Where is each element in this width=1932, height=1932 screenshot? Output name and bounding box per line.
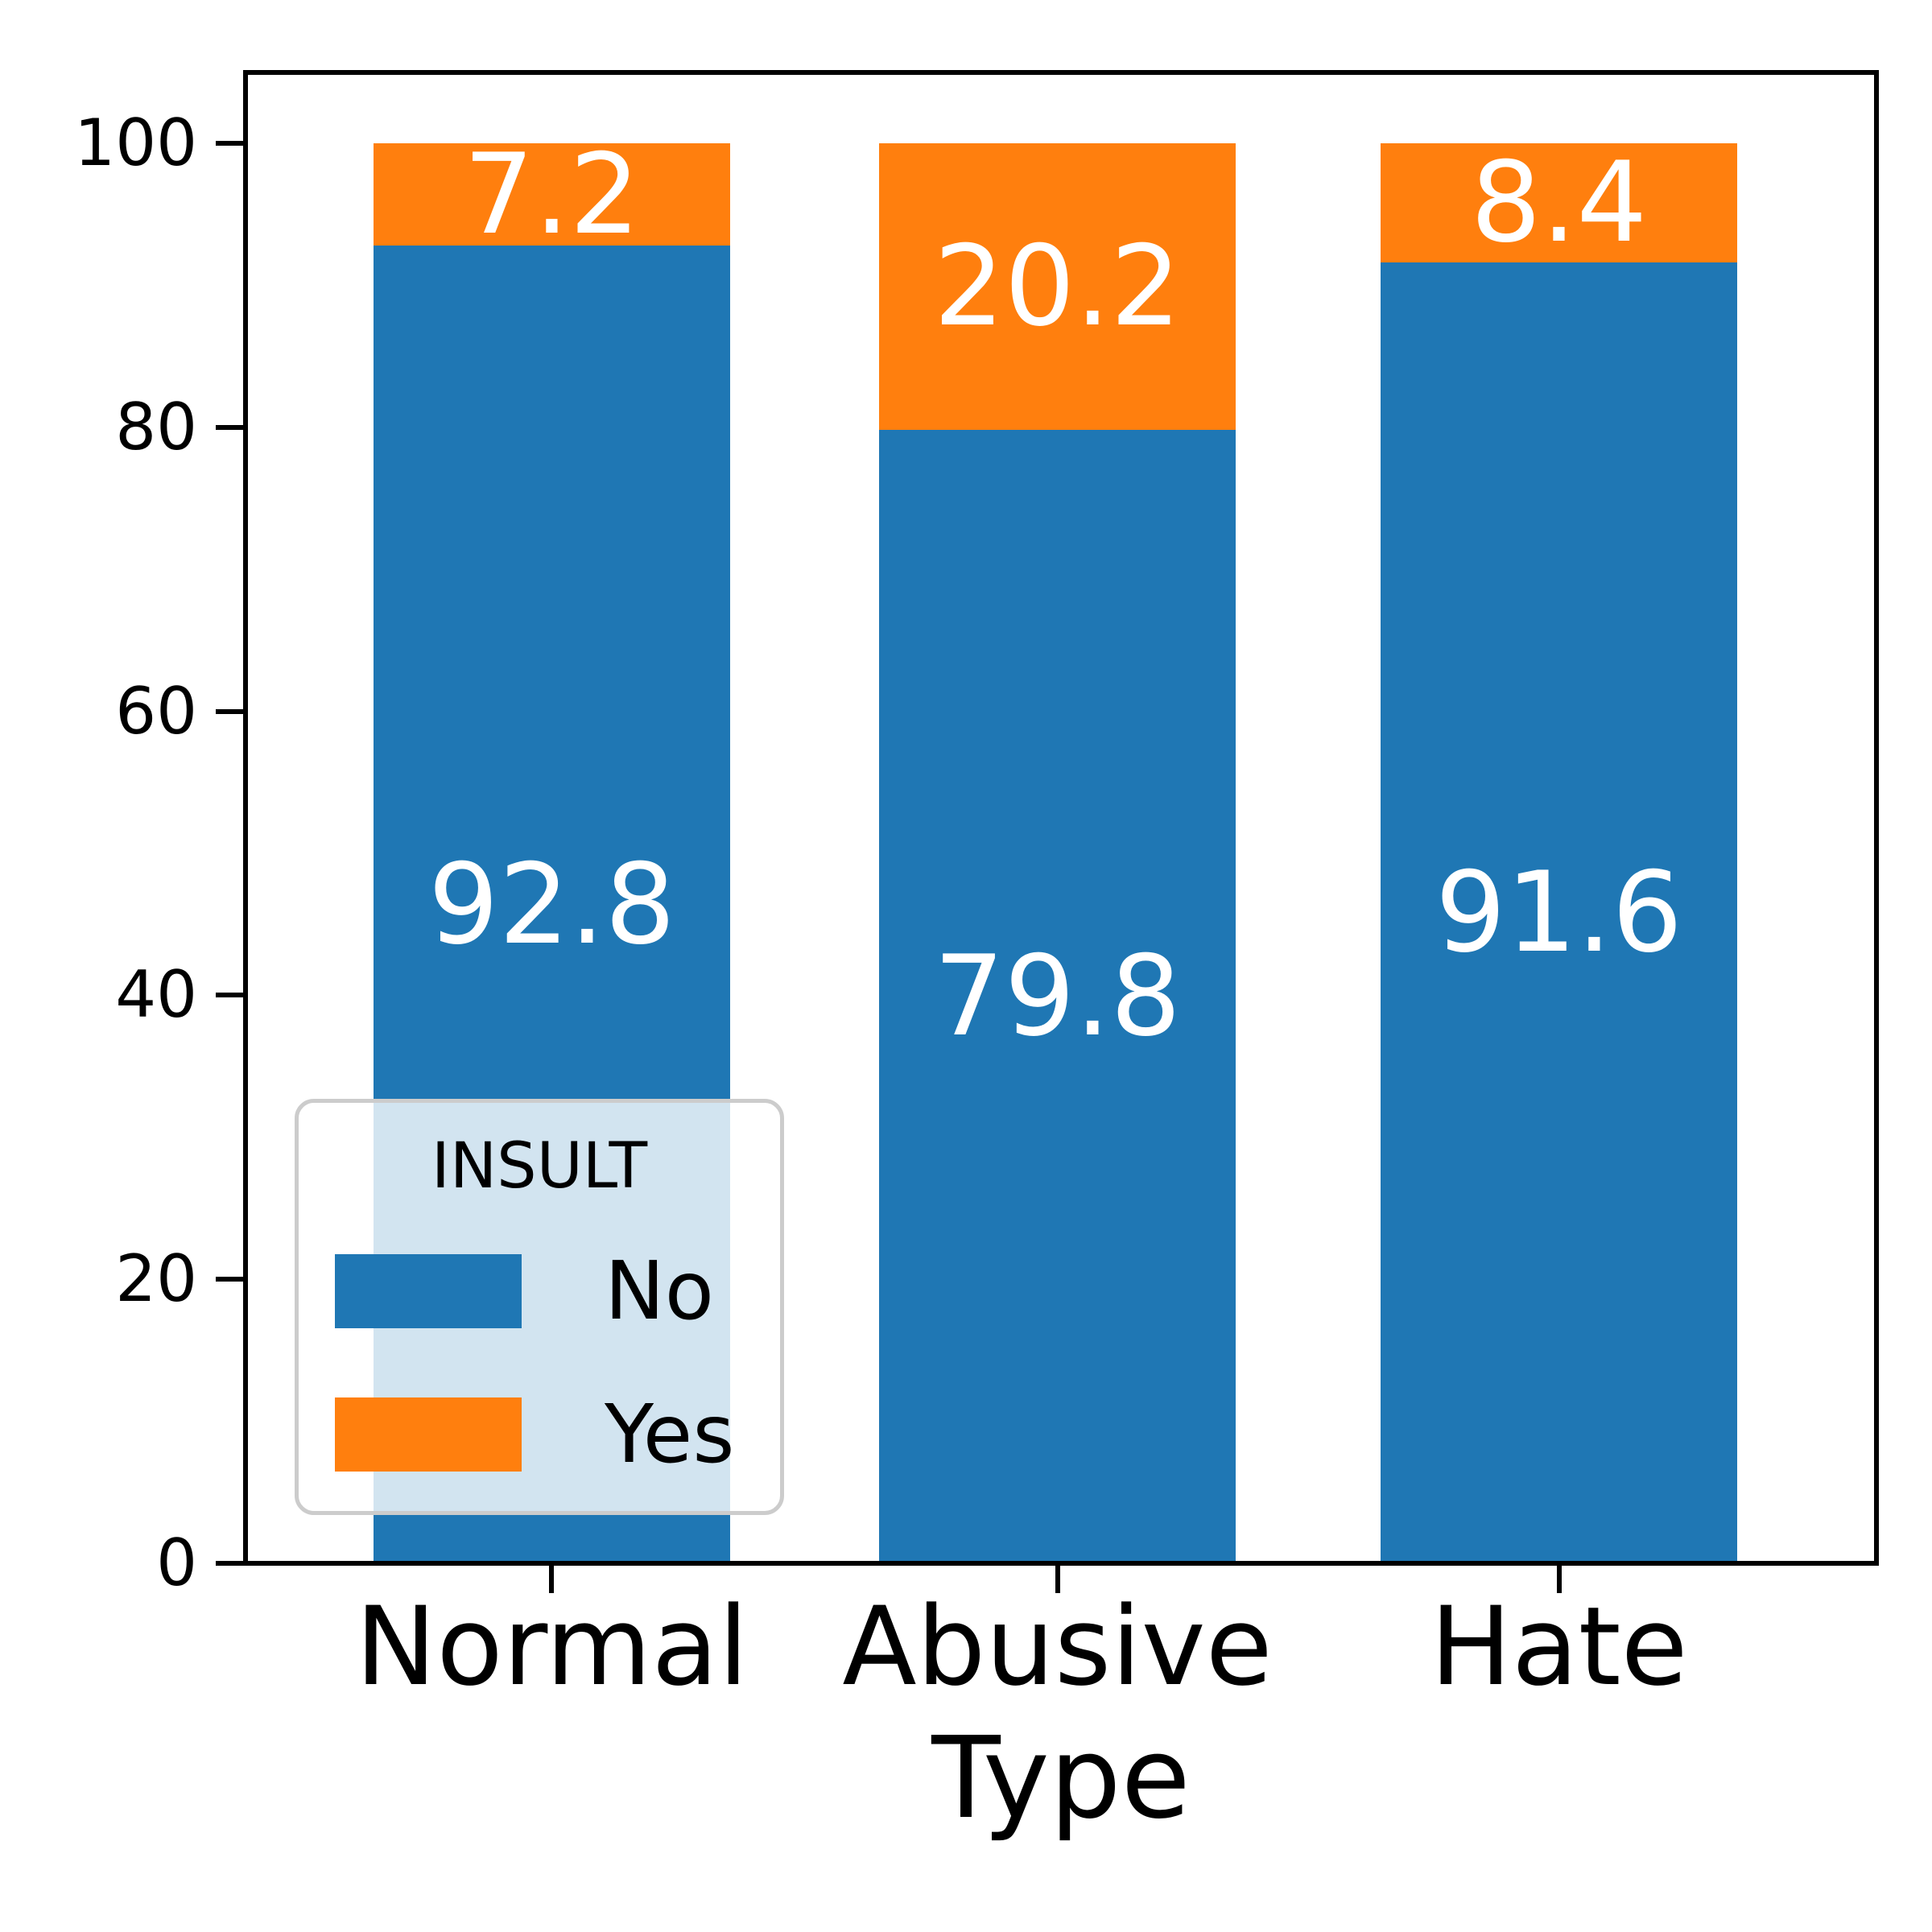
y-tick-label-100: 100	[74, 105, 197, 181]
y-tick-label-40: 40	[115, 957, 197, 1033]
y-tick-mark-0	[216, 1561, 243, 1566]
y-tick-label-0: 0	[156, 1525, 197, 1600]
bar-segment-abusive-yes	[879, 143, 1236, 431]
legend-swatch-no	[335, 1254, 522, 1328]
bar-segment-abusive-no	[879, 430, 1236, 1563]
bar-value-label-abusive-yes: 20.2	[933, 221, 1182, 352]
bar-segment-hate-yes	[1381, 143, 1738, 263]
bar-value-label-normal-no: 92.8	[427, 839, 676, 969]
x-axis-title: Type	[931, 1713, 1191, 1844]
bar-value-label-hate-yes: 8.4	[1470, 138, 1648, 268]
y-tick-mark-40	[216, 993, 243, 998]
y-tick-mark-20	[216, 1277, 243, 1282]
bar-segment-hate-no	[1381, 262, 1738, 1563]
x-tick-mark-normal	[549, 1566, 555, 1593]
x-tick-label-hate: Hate	[1430, 1583, 1688, 1710]
y-tick-label-60: 60	[115, 673, 197, 749]
legend-label-no: No	[605, 1244, 714, 1338]
bar-value-label-normal-yes: 7.2	[463, 129, 641, 259]
bar-value-label-abusive-no: 79.8	[933, 931, 1182, 1062]
y-tick-mark-60	[216, 708, 243, 714]
legend-title: INSULT	[431, 1130, 648, 1203]
legend: INSULT No Yes	[295, 1099, 784, 1515]
legend-label-yes: Yes	[605, 1387, 735, 1481]
y-tick-label-20: 20	[115, 1241, 197, 1317]
x-tick-label-normal: Normal	[355, 1583, 749, 1710]
y-tick-label-80: 80	[115, 389, 197, 464]
x-tick-mark-hate	[1556, 1566, 1562, 1593]
legend-swatch-yes	[335, 1397, 522, 1472]
x-tick-mark-abusive	[1055, 1566, 1060, 1593]
x-tick-label-abusive: Abusive	[842, 1583, 1273, 1710]
bar-value-label-hate-no: 91.6	[1435, 848, 1683, 978]
y-tick-mark-80	[216, 424, 243, 430]
bar-segment-normal-yes	[373, 143, 730, 246]
y-tick-mark-100	[216, 141, 243, 147]
